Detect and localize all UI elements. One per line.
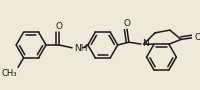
Text: CH₃: CH₃ <box>2 69 17 78</box>
Text: N: N <box>141 39 148 48</box>
Text: O: O <box>123 19 130 28</box>
Text: O: O <box>55 22 62 31</box>
Text: O: O <box>194 33 200 42</box>
Text: NH: NH <box>74 44 87 53</box>
